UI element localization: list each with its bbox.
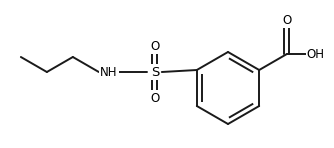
Text: O: O — [150, 40, 159, 53]
Text: OH: OH — [307, 48, 325, 61]
Text: O: O — [282, 14, 292, 27]
Text: O: O — [150, 91, 159, 104]
Text: NH: NH — [100, 66, 118, 78]
Text: S: S — [151, 66, 159, 78]
